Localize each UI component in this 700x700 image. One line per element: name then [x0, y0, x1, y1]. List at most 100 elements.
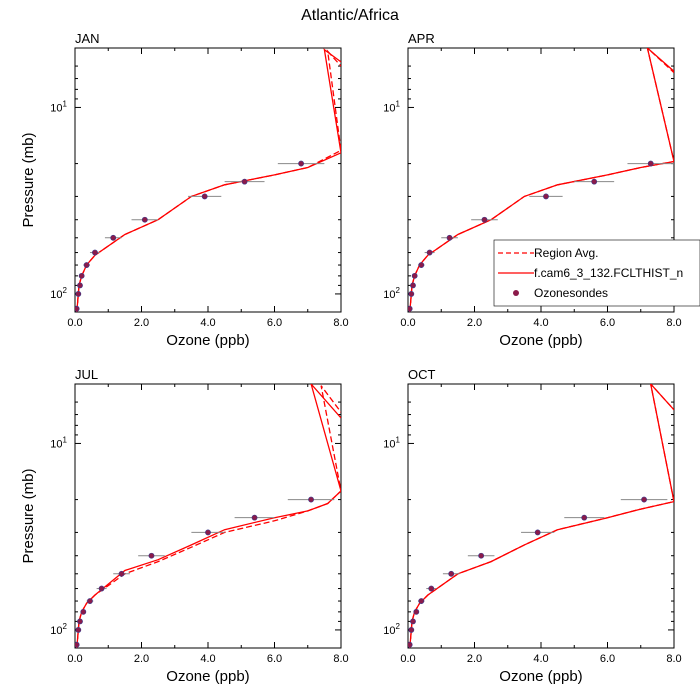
- region-avg-line: [76, 49, 341, 312]
- sonde-point: [83, 262, 90, 268]
- x-tick-label-apr: 4.0: [533, 317, 548, 329]
- sonde-point: [241, 178, 248, 185]
- x-tick-label-jan: 4.0: [200, 317, 215, 329]
- panel-jul: JUL 0.0 2.0 4.0 6.0 8.0 101 102 Ozone (ppb) Press…: [20, 367, 349, 685]
- panel-title-jan: JAN: [75, 31, 100, 46]
- x-tick-label-apr: 0.0: [400, 317, 415, 329]
- sonde-point: [98, 585, 105, 592]
- sonde-point: [410, 618, 416, 625]
- y-tick-label-oct: 102: [383, 622, 400, 637]
- x-tick-label-jul: 6.0: [267, 653, 282, 665]
- sonde-point: [446, 234, 453, 241]
- x-tick-label-jan: 6.0: [267, 317, 282, 329]
- y-axis-label-jul: Pressure (mb): [20, 468, 37, 563]
- plot-area-oct: [408, 384, 674, 648]
- sonde-point: [428, 585, 435, 592]
- region-avg-line: [76, 385, 341, 648]
- x-tick-label-apr: 6.0: [600, 317, 615, 329]
- figure-title: Atlantic/Africa: [301, 7, 399, 24]
- panels: JAN 0.0 2.0 4.0 6.0 8.0 101 102 Ozone (ppb) Press…: [20, 31, 700, 685]
- model-line: [76, 48, 341, 312]
- plot-area-apr: [408, 48, 674, 312]
- x-axis-label-jan: Ozone (ppb): [166, 332, 249, 349]
- y-axis-label-jan: Pressure (mb): [20, 132, 37, 227]
- sonde-point: [110, 234, 117, 241]
- sonde-point: [118, 570, 125, 577]
- sonde-point: [591, 178, 598, 185]
- sonde-point: [78, 272, 85, 279]
- sonde-point: [75, 627, 82, 633]
- y-tick-label-oct: 101: [383, 435, 400, 450]
- x-axis-label-oct: Ozone (ppb): [499, 668, 582, 685]
- sonde-point: [251, 514, 258, 521]
- x-tick-label-jan: 8.0: [333, 317, 348, 329]
- sonde-point: [418, 598, 425, 604]
- y-tick-label-apr: 101: [383, 99, 400, 114]
- sonde-point: [141, 216, 148, 223]
- sonde-point: [410, 282, 416, 289]
- sonde-point: [87, 598, 93, 604]
- panel-title-oct: OCT: [408, 367, 436, 382]
- sonde-point: [75, 641, 80, 648]
- sonde-point: [75, 305, 80, 312]
- x-tick-label-jul: 8.0: [333, 653, 348, 665]
- plot-frame-oct: [407, 383, 675, 649]
- x-tick-label-oct: 2.0: [467, 653, 482, 665]
- x-tick-label-jul: 0.0: [67, 653, 82, 665]
- legend-label: Region Avg.: [534, 246, 599, 260]
- sonde-point: [205, 529, 211, 536]
- y-tick-label-jul: 102: [50, 622, 67, 637]
- x-tick-label-oct: 4.0: [533, 653, 548, 665]
- sonde-point: [418, 262, 425, 268]
- region-avg-line: [409, 384, 674, 648]
- x-tick-label-oct: 6.0: [600, 653, 615, 665]
- sonde-point: [92, 249, 98, 256]
- sonde-point: [411, 272, 418, 279]
- panel-title-apr: APR: [408, 31, 435, 46]
- legend-label: f.cam6_3_132.FCLTHIST_n: [534, 266, 683, 280]
- x-tick-label-jan: 2.0: [134, 317, 149, 329]
- sonde-point: [148, 552, 155, 559]
- panel-jan: JAN 0.0 2.0 4.0 6.0 8.0 101 102 Ozone (ppb) Press…: [20, 31, 349, 349]
- plot-area-jan: [75, 48, 341, 312]
- model-line: [76, 384, 341, 648]
- plot-frame-jan: [74, 47, 342, 313]
- legend: Region Avg. f.cam6_3_132.FCLTHIST_n Ozones…: [493, 239, 700, 307]
- x-tick-label-jul: 2.0: [134, 653, 149, 665]
- sonde-point: [581, 514, 588, 521]
- sonde-point: [408, 627, 415, 633]
- sonde-point: [77, 618, 83, 625]
- x-tick-label-jan: 0.0: [67, 317, 82, 329]
- x-tick-label-apr: 8.0: [666, 317, 681, 329]
- y-tick-label-jan: 101: [50, 99, 67, 114]
- legend-marker-sondes: [513, 290, 519, 296]
- sonde-point: [201, 193, 208, 200]
- sonde-point: [448, 570, 455, 577]
- sonde-point: [408, 305, 413, 312]
- plot-area-jul: [75, 384, 341, 648]
- sonde-point: [543, 193, 549, 200]
- model-line: [409, 384, 674, 648]
- x-tick-label-oct: 0.0: [400, 653, 415, 665]
- panel-oct: OCT 0.0 2.0 4.0 6.0 8.0 101 102 Ozone (ppb): [383, 367, 681, 685]
- sonde-point: [413, 608, 420, 615]
- y-tick-label-jan: 102: [50, 286, 67, 301]
- sonde-point: [534, 529, 541, 536]
- sonde-point: [647, 160, 654, 167]
- sonde-point: [408, 641, 413, 648]
- sonde-point: [426, 249, 433, 256]
- legend-label: Ozonesondes: [534, 286, 608, 300]
- sonde-point: [80, 608, 87, 615]
- sonde-point: [77, 282, 83, 289]
- panel-title-jul: JUL: [75, 367, 98, 382]
- sonde-point: [478, 552, 485, 559]
- sonde-point: [298, 160, 304, 167]
- sonde-point: [75, 291, 82, 297]
- sonde-point: [408, 291, 415, 297]
- y-tick-label-jul: 101: [50, 435, 67, 450]
- x-axis-label-jul: Ozone (ppb): [166, 668, 249, 685]
- sonde-point: [308, 496, 314, 503]
- sonde-point: [481, 216, 488, 223]
- plot-frame-jul: [74, 383, 342, 649]
